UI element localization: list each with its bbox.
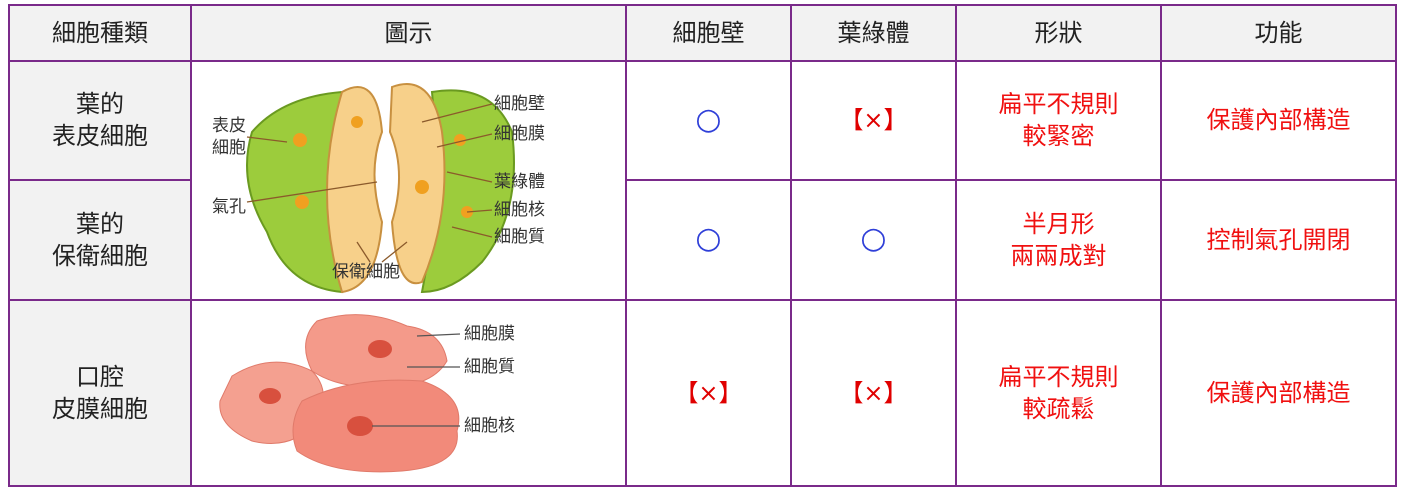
symbol: ○ <box>695 221 722 257</box>
row: 葉的 表皮細胞 表皮 細胞 氣孔 細胞壁 細胞膜 葉綠體 細胞核 細胞質 保衛細胞… <box>8 60 1397 301</box>
cell-wall: ○ <box>625 178 792 302</box>
shape: 扁平不規則 較疏鬆 <box>955 299 1162 487</box>
diagram-label: 氣孔 <box>212 197 246 217</box>
diagram-label: 細胞壁 <box>494 94 545 114</box>
chloroplast: 【×】 <box>790 60 957 181</box>
chloroplast: 【×】 <box>790 299 957 487</box>
diagram-label: 細胞膜 <box>494 124 545 144</box>
diagram-label: 細胞核 <box>494 200 545 220</box>
function: 保護內部構造 <box>1160 299 1397 487</box>
header-cell: 圖示 <box>190 4 627 62</box>
row: 葉的保衛細胞 ○ ○ 半月形兩兩成對 控制氣孔開閉 <box>8 178 1397 302</box>
function: 保護內部構造 <box>1160 60 1397 181</box>
cell-type: 葉的 表皮細胞 <box>8 60 192 181</box>
nuclei <box>293 116 473 218</box>
diagram-label: 表皮 <box>212 116 246 136</box>
diagram-label: 葉綠體 <box>494 172 545 192</box>
cheek-diagram: 細胞膜 細胞質 細胞核 <box>219 314 515 473</box>
shape: 半月形 兩兩成對 <box>955 178 1162 302</box>
diagram-label: 細胞核 <box>464 416 515 436</box>
leaf-diagram: 表皮 細胞 氣孔 細胞壁 細胞膜 葉綠體 細胞核 細胞質 保衛細胞 <box>212 83 545 294</box>
header-cell: 細胞種類 <box>8 4 192 62</box>
header-cell: 形狀 <box>955 4 1162 62</box>
leaf-diagram-cell: 表皮 細胞 氣孔 細胞壁 細胞膜 葉綠體 細胞核 細胞質 保衛細胞 <box>190 60 627 301</box>
text-line: 保衛細胞 <box>52 241 148 270</box>
header-row: 細胞種類 圖示 細胞壁 葉綠體 形狀 功能 <box>8 4 1397 62</box>
text-line: 扁平不規則 <box>998 90 1119 119</box>
nuclei <box>259 340 392 436</box>
leader-lines <box>246 103 493 263</box>
diagram-label: 細胞質 <box>464 357 515 377</box>
symbol: 【×】 <box>839 379 908 407</box>
text-line: 較緊密 <box>1022 122 1095 151</box>
cell-wall: 【×】 <box>625 299 792 487</box>
diagram-label: 細胞 <box>212 138 246 158</box>
cell-wall: ○ <box>625 60 792 181</box>
diagram-label: 細胞質 <box>494 227 545 247</box>
text-line: 兩兩成對 <box>1010 241 1107 270</box>
header-cell: 功能 <box>1160 4 1397 62</box>
symbol: 【×】 <box>839 106 908 135</box>
header-cell: 葉綠體 <box>790 4 957 62</box>
function: 控制氣孔開閉 <box>1160 178 1397 302</box>
text-line: 較疏鬆 <box>1022 395 1095 423</box>
text-line: 皮膜細胞 <box>52 395 148 423</box>
symbol: ○ <box>695 101 722 137</box>
cheek-diagram-cell: 細胞膜 細胞質 細胞核 <box>190 299 627 487</box>
row: 口腔皮膜細胞 細胞膜 細胞質 細胞核 【×】 【×】 扁平不規則較疏鬆 保護內部… <box>8 299 1397 487</box>
diagram-label: 細胞膜 <box>464 324 515 344</box>
text-line: 扁平不規則 <box>998 363 1119 391</box>
text-line: 表皮細胞 <box>52 122 148 151</box>
text-line: 葉的 <box>76 90 124 119</box>
chloroplast: ○ <box>790 178 957 302</box>
symbol: 【×】 <box>674 379 743 407</box>
diagram-label: 保衛細胞 <box>332 262 400 282</box>
symbol: ○ <box>860 221 887 257</box>
shape: 扁平不規則 較緊密 <box>955 60 1162 181</box>
cell-table: 細胞種類 圖示 細胞壁 葉綠體 形狀 功能 葉的 表皮細胞 表皮 細胞 氣孔 細胞… <box>8 4 1397 487</box>
text-line: 口腔 <box>76 363 124 391</box>
header-cell: 細胞壁 <box>625 4 792 62</box>
text-line: 半月形 <box>1022 209 1095 238</box>
text-line: 葉的 <box>76 209 124 238</box>
leader-lines <box>372 333 461 427</box>
cell-type: 葉的 保衛細胞 <box>8 178 192 302</box>
cell-type: 口腔 皮膜細胞 <box>8 299 192 487</box>
guard-cell <box>326 86 384 294</box>
